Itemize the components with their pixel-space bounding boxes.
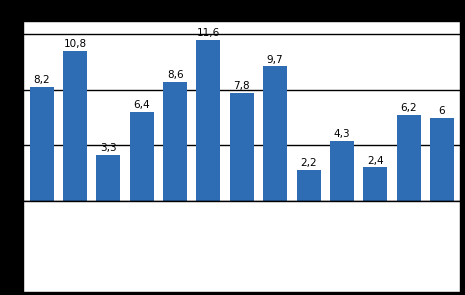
Bar (263, 66, 287, 201)
Text: 2,4: 2,4 (367, 156, 384, 166)
Bar (130, 112, 154, 201)
Bar (96, 155, 120, 201)
Bar (196, 40, 220, 201)
Bar (397, 115, 421, 201)
Text: 6,4: 6,4 (133, 100, 150, 110)
Bar (230, 93, 254, 201)
Bar (297, 170, 320, 201)
Text: 6: 6 (438, 106, 445, 116)
Text: 8,6: 8,6 (167, 70, 183, 80)
Text: 2,2: 2,2 (300, 158, 317, 168)
Text: 6,2: 6,2 (400, 103, 417, 113)
Text: 11,6: 11,6 (197, 28, 220, 38)
Bar (330, 141, 354, 201)
Text: 3,3: 3,3 (100, 143, 117, 153)
Bar (163, 81, 187, 201)
Bar (430, 117, 454, 201)
Text: 9,7: 9,7 (267, 55, 284, 65)
Bar (30, 87, 53, 201)
Text: 8,2: 8,2 (33, 76, 50, 86)
Bar (363, 167, 387, 201)
Text: 10,8: 10,8 (63, 40, 86, 50)
Bar (63, 51, 87, 201)
Text: 7,8: 7,8 (233, 81, 250, 91)
Text: 4,3: 4,3 (333, 130, 350, 140)
